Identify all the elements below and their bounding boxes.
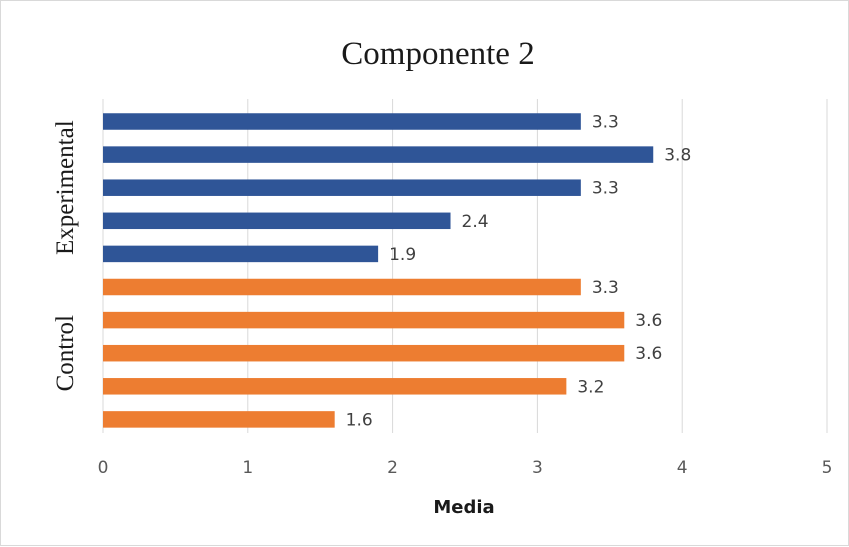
bar-value-label: 2.4 [462,212,489,232]
bar-value-label: 3.3 [592,113,619,133]
bar-experimental [103,212,451,230]
x-tick-label: 5 [822,458,833,478]
x-tick-label: 1 [242,458,253,478]
bar-experimental [103,179,581,196]
bar-value-label: 3.2 [577,377,604,397]
x-tick-label: 3 [532,458,543,478]
bar-control [103,411,335,428]
group-labels: Experimental Control [52,120,79,391]
x-axis-title: Media [433,497,494,518]
bar-value-label: 1.9 [389,245,416,265]
y-group-label-experimental: Experimental [52,120,79,255]
bar-control [103,344,625,362]
x-tick-label: 0 [98,458,109,478]
bar-value-label: 3.6 [635,344,662,364]
x-tick-label: 4 [677,458,688,478]
bar-control [103,311,625,329]
bar-experimental [103,146,654,163]
bar-value-label: 1.6 [346,410,373,430]
bar-experimental [103,113,581,130]
bar-value-label: 3.6 [635,311,662,331]
bar-value-label: 3.3 [592,278,619,298]
bar-experimental [103,245,379,263]
x-tick-label: 2 [387,458,398,478]
y-group-label-control: Control [52,315,79,391]
bar-control [103,278,581,296]
data-labels: 3.3 3.8 3.3 2.4 1.9 3.3 3.6 3.6 3.2 1.6 [346,113,692,431]
bar-value-label: 3.8 [664,146,691,166]
chart-title: Componente 2 [341,36,534,72]
x-axis-ticks: 0 1 2 3 4 5 [98,458,833,478]
bars [103,113,654,428]
bar-control [103,378,567,395]
bar-value-label: 3.3 [592,179,619,199]
